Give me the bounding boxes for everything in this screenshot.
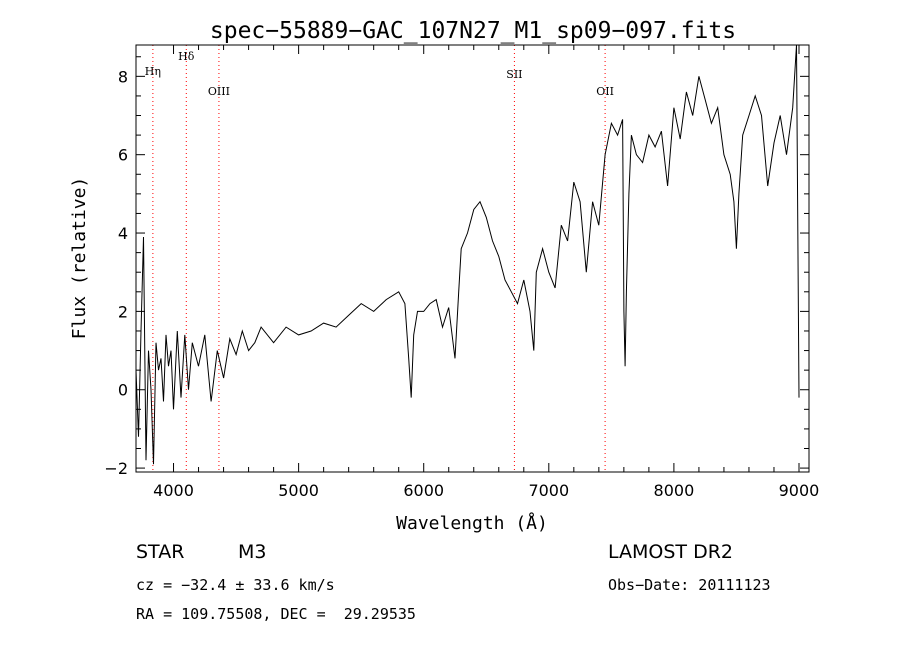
- survey-name: LAMOST DR2: [608, 541, 733, 563]
- y-tick-label: 6: [118, 146, 128, 165]
- y-tick-label: 2: [118, 302, 128, 321]
- x-tick-label: 9000: [779, 481, 820, 500]
- observation-date: Obs−Date: 20111123: [608, 576, 771, 594]
- axis-ticks: 4000 5000 6000 7000 8000 9000 −2 0 2 4 6 8: [104, 45, 819, 500]
- y-tick-label: 4: [118, 224, 128, 243]
- emission-line-markers: Hη Hδ OIII SII OII: [145, 45, 614, 472]
- line-marker-label: OII: [596, 85, 614, 98]
- x-tick-label: 6000: [403, 481, 444, 500]
- x-tick-label: 4000: [153, 481, 194, 500]
- line-marker-label: Hδ: [178, 50, 195, 63]
- x-tick-label: 7000: [528, 481, 569, 500]
- y-tick-label: 8: [118, 67, 128, 86]
- spectrum-line: [135, 44, 800, 465]
- y-tick-label: 0: [118, 381, 128, 400]
- y-tick-label: −2: [104, 459, 128, 478]
- y-axis-label: Flux (relative): [69, 177, 90, 340]
- object-subclass: M3: [238, 541, 267, 563]
- plot-frame: [135, 44, 810, 473]
- line-marker-label: Hη: [145, 65, 161, 78]
- chart-title: spec−55889−GAC_107N27_M1_sp09−097.fits: [210, 18, 736, 44]
- line-marker-label: OIII: [208, 85, 230, 98]
- radial-velocity: cz = −32.4 ± 33.6 km/s: [136, 576, 335, 594]
- line-marker-label: SII: [506, 68, 522, 81]
- x-axis-label: Wavelength (Å): [396, 512, 548, 534]
- sky-coordinates: RA = 109.75508, DEC = 29.29535: [136, 605, 416, 623]
- x-tick-label: 8000: [654, 481, 695, 500]
- object-class: STAR: [136, 541, 185, 563]
- x-tick-label: 5000: [278, 481, 319, 500]
